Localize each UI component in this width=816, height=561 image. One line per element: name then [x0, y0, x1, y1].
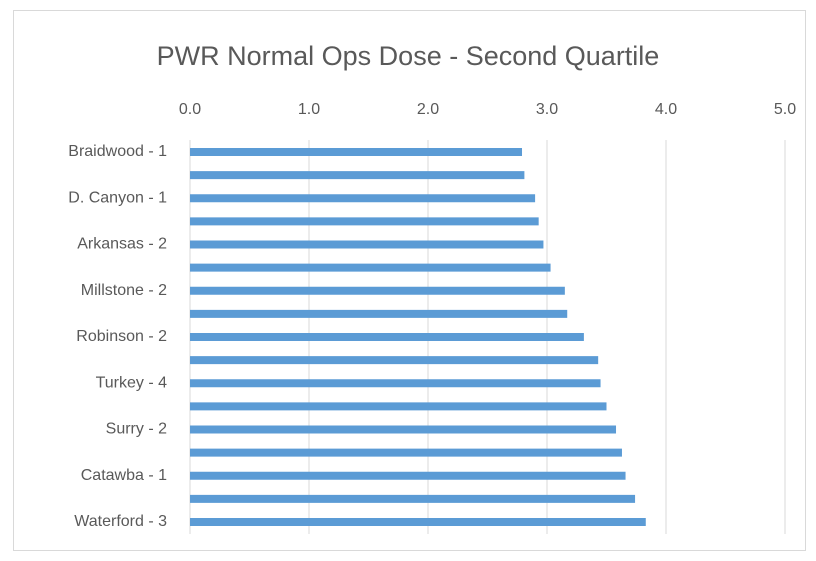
bar [190, 194, 536, 203]
x-tick-label: 1.0 [298, 101, 320, 118]
y-tick-label: Braidwood - 1 [68, 143, 167, 160]
x-tick-label: 4.0 [655, 101, 677, 118]
chart-title: PWR Normal Ops Dose - Second Quartile [157, 41, 660, 71]
x-tick-label: 3.0 [536, 101, 558, 118]
bar [190, 425, 617, 434]
bar [190, 286, 565, 295]
bar [190, 448, 622, 457]
bar [190, 356, 599, 365]
bar [190, 171, 525, 180]
x-tick-label: 0.0 [179, 101, 201, 118]
y-tick-label: Arkansas - 2 [77, 236, 167, 253]
chart-border [13, 10, 806, 551]
bar [190, 402, 607, 411]
y-tick-label: Millstone - 2 [81, 282, 167, 299]
bar [190, 148, 523, 156]
bar [190, 518, 646, 526]
bar [190, 309, 568, 318]
y-tick-label: Robinson - 2 [76, 328, 167, 345]
y-tick-label: Waterford - 3 [74, 513, 167, 530]
bar [190, 240, 544, 249]
bar [190, 263, 551, 272]
bar [190, 217, 539, 226]
y-tick-label: Turkey - 4 [96, 374, 168, 391]
y-tick-label: Surry - 2 [106, 421, 167, 438]
x-tick-label: 2.0 [417, 101, 439, 118]
x-tick-label: 5.0 [774, 101, 796, 118]
y-tick-label: D. Canyon - 1 [68, 189, 167, 206]
bar [190, 471, 626, 480]
bar [190, 379, 601, 388]
bar [190, 333, 584, 341]
bar [190, 494, 636, 503]
y-tick-label: Catawba - 1 [81, 467, 167, 484]
